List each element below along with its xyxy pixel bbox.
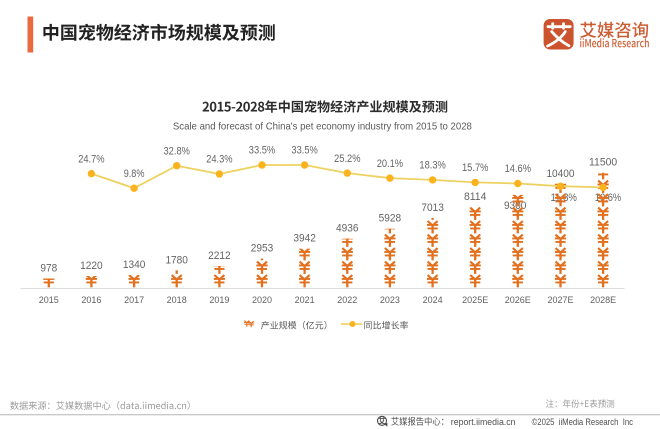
svg-text:24.3%: 24.3%	[206, 154, 233, 166]
svg-text:2027E: 2027E	[547, 295, 573, 305]
svg-text:2023: 2023	[380, 295, 400, 305]
svg-text:7013: 7013	[421, 202, 444, 214]
svg-text:2019: 2019	[209, 295, 229, 305]
svg-text:©2025 iiMedia Research Inc: ©2025 iiMedia Research Inc	[532, 416, 634, 427]
svg-text:2020: 2020	[252, 295, 272, 305]
svg-text:18.3%: 18.3%	[419, 160, 446, 172]
svg-text:25.2%: 25.2%	[334, 153, 361, 165]
svg-text:32.8%: 32.8%	[164, 145, 191, 157]
svg-text:10400: 10400	[546, 168, 574, 180]
svg-text:2017: 2017	[124, 295, 144, 305]
svg-text:2018: 2018	[167, 295, 187, 305]
svg-text:1780: 1780	[165, 254, 188, 266]
svg-text:2024: 2024	[423, 295, 443, 305]
svg-text:5928: 5928	[379, 213, 402, 225]
svg-text:15.7%: 15.7%	[462, 162, 489, 174]
svg-text:2953: 2953	[251, 243, 274, 255]
svg-text:33.5%: 33.5%	[249, 145, 276, 157]
svg-text:2212: 2212	[208, 250, 231, 262]
svg-text:24.7%: 24.7%	[78, 153, 105, 165]
svg-text:33.5%: 33.5%	[291, 145, 318, 157]
svg-text:2021: 2021	[295, 295, 315, 305]
svg-text:2015: 2015	[39, 295, 59, 305]
svg-text:11500: 11500	[589, 157, 617, 169]
svg-text:2028E: 2028E	[590, 295, 616, 305]
svg-text:Scale and forecast of China's: Scale and forecast of China's pet econom…	[173, 120, 472, 132]
svg-text:4936: 4936	[336, 223, 359, 235]
svg-text:2016: 2016	[81, 295, 101, 305]
svg-text:3942: 3942	[293, 233, 316, 245]
svg-text:1220: 1220	[80, 260, 103, 272]
svg-text:978: 978	[40, 263, 57, 275]
svg-text:2022: 2022	[337, 295, 357, 305]
svg-text:14.6%: 14.6%	[505, 163, 532, 175]
svg-text:2026E: 2026E	[505, 295, 531, 305]
svg-text:1340: 1340	[123, 259, 146, 271]
svg-text:20.1%: 20.1%	[377, 158, 404, 170]
svg-text:9.8%: 9.8%	[124, 168, 145, 180]
svg-text:2025E: 2025E	[462, 295, 488, 305]
svg-text:report.iimedia.cn: report.iimedia.cn	[451, 416, 516, 427]
svg-text:8114: 8114	[464, 191, 487, 203]
